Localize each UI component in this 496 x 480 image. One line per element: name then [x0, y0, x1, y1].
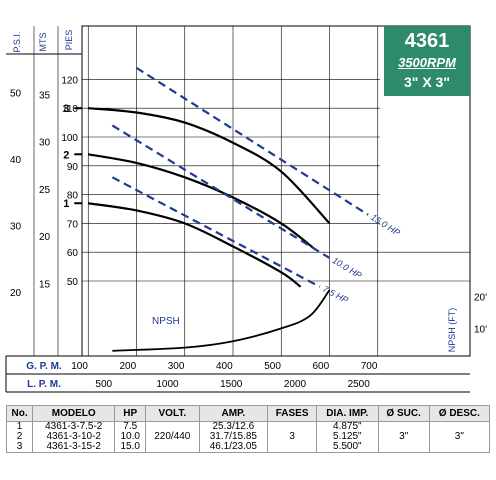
table-cell: 220/440 — [145, 432, 200, 442]
gpm-axis-label: G. P. M. — [26, 361, 62, 372]
size-label: 3" X 3" — [404, 74, 450, 90]
table-cell: 3" — [428, 432, 491, 442]
psi-tick-label: 20 — [10, 288, 22, 299]
pies-tick-label: 70 — [67, 219, 79, 230]
table-cell: 3 — [5, 442, 34, 453]
table-header-cell: MODELO — [32, 405, 116, 422]
spec-table: No. MODELO HP VOLT. AMP. FASES DIA. IMP. Ø SUC.… — [5, 405, 491, 453]
npsh-tick-label: 10' — [474, 324, 487, 335]
table-cell: 4361-3-10-2 — [32, 432, 116, 442]
table-cell: 3 — [267, 432, 318, 442]
pies-tick-label: 50 — [67, 277, 79, 288]
gpm-tick-label: 500 — [264, 361, 281, 372]
psi-axis-label: P.S.I. — [12, 32, 22, 53]
curve-label-3: 3 — [63, 103, 69, 115]
table-body: 1 4361-3-7.5-2 7.5 25.3/12.6 4.875" 2 4361-3-1… — [5, 421, 491, 453]
mts-tick-label: 35 — [39, 90, 51, 101]
table-cell: 15.0 — [114, 442, 147, 453]
impeller-curve-3 — [88, 107, 331, 225]
mts-tick-label: 30 — [39, 138, 51, 149]
hp-label: 15.0 HP — [369, 212, 402, 238]
table-header-cell: Ø SUC. — [377, 405, 430, 422]
left-axes: P.S.I. MTS PIES120110100908070605035302520… — [10, 30, 78, 299]
table-cell — [428, 421, 491, 432]
table-header-cell: HP — [114, 405, 147, 422]
pies-tick-label: 90 — [67, 162, 79, 173]
table-header-cell: No. — [5, 405, 34, 422]
table-header-cell: VOLT. — [145, 405, 200, 422]
mts-tick-label: 20 — [39, 232, 51, 243]
curves: 1 2 3 — [63, 103, 331, 288]
hp-line — [111, 176, 321, 288]
npsh-label: NPSH — [152, 316, 180, 327]
gpm-tick-label: 100 — [71, 361, 88, 372]
mts-tick-label: 25 — [39, 185, 51, 196]
table-cell — [145, 421, 200, 432]
npsh-axis-label: NPSH (FT) — [447, 308, 457, 353]
hp-line — [135, 66, 369, 216]
table-header-cell: AMP. — [198, 405, 269, 422]
mts-tick-label: 15 — [39, 279, 51, 290]
mts-axis-label: MTS — [38, 33, 48, 52]
table-cell: 4361-3-7.5-2 — [32, 421, 116, 432]
hp-label: 7.5 HP — [321, 284, 350, 306]
hp-label: 10.0 HP — [330, 255, 363, 280]
npsh-tick-label: 20' — [474, 292, 487, 303]
pump-curve-chart: P.S.I. MTS PIES120110100908070605035302520… — [5, 25, 487, 393]
curve-label-2: 2 — [63, 149, 69, 161]
table-cell: 3" — [377, 432, 430, 442]
table-cell — [267, 421, 318, 432]
hp-line — [111, 124, 331, 259]
curve-label-1: 1 — [63, 198, 69, 210]
psi-tick-label: 30 — [10, 221, 22, 232]
table-row: 1 4361-3-7.5-2 7.5 25.3/12.6 4.875" — [5, 421, 491, 432]
pies-tick-label: 60 — [67, 248, 79, 259]
impeller-curve-2 — [88, 153, 316, 251]
model-title: 4361 — [404, 30, 450, 52]
table-cell: 5.500" — [316, 442, 379, 453]
table-row: 2 4361-3-10-2 10.0 220/440 31.7/15.85 3 5.125"… — [5, 432, 491, 442]
table-cell: 4361-3-15-2 — [32, 442, 116, 453]
bottom-axes: G. P. M. L. P. M. 100 200 300 400 500 600 700 500… — [26, 292, 487, 390]
rpm-label: 3500RPM — [398, 55, 456, 70]
gpm-tick-label: 200 — [120, 361, 137, 372]
lpm-tick-label: 1500 — [220, 379, 243, 390]
table-header-cell: DIA. IMP. — [316, 405, 379, 422]
table-cell — [377, 442, 430, 453]
gpm-tick-label: 400 — [216, 361, 233, 372]
lpm-axis-label: L. P. M. — [27, 379, 61, 390]
table-header-cell: Ø DESC. — [428, 405, 491, 422]
lpm-tick-label: 2000 — [284, 379, 307, 390]
pies-tick-label: 80 — [67, 191, 79, 202]
table-cell — [145, 442, 200, 453]
table-header-cell: FASES — [267, 405, 318, 422]
frame — [5, 25, 471, 393]
pies-tick-label: 120 — [61, 75, 78, 86]
table-cell — [428, 442, 491, 453]
lpm-tick-label: 500 — [95, 379, 112, 390]
title-box: 4361 3500RPM 3" X 3" — [384, 26, 470, 96]
gpm-tick-label: 300 — [168, 361, 185, 372]
psi-tick-label: 50 — [10, 88, 22, 99]
pies-axis-label: PIES — [64, 30, 74, 51]
table-row: 3 4361-3-15-2 15.0 46.1/23.05 5.500" — [5, 442, 491, 453]
impeller-curve-1 — [88, 202, 302, 288]
lpm-tick-label: 1000 — [156, 379, 179, 390]
lpm-tick-label: 2500 — [348, 379, 371, 390]
npsh-curve — [112, 289, 331, 352]
psi-tick-label: 40 — [10, 155, 22, 166]
pies-tick-label: 100 — [61, 133, 78, 144]
gpm-tick-label: 700 — [361, 361, 378, 372]
gpm-tick-label: 600 — [313, 361, 330, 372]
pies-tick-label: 110 — [62, 104, 78, 115]
npsh: NPSH — [112, 289, 331, 352]
table-cell — [267, 442, 318, 453]
table-cell: 46.1/23.05 — [198, 442, 269, 453]
table-header: No. MODELO HP VOLT. AMP. FASES DIA. IMP. Ø SUC.… — [5, 405, 491, 422]
